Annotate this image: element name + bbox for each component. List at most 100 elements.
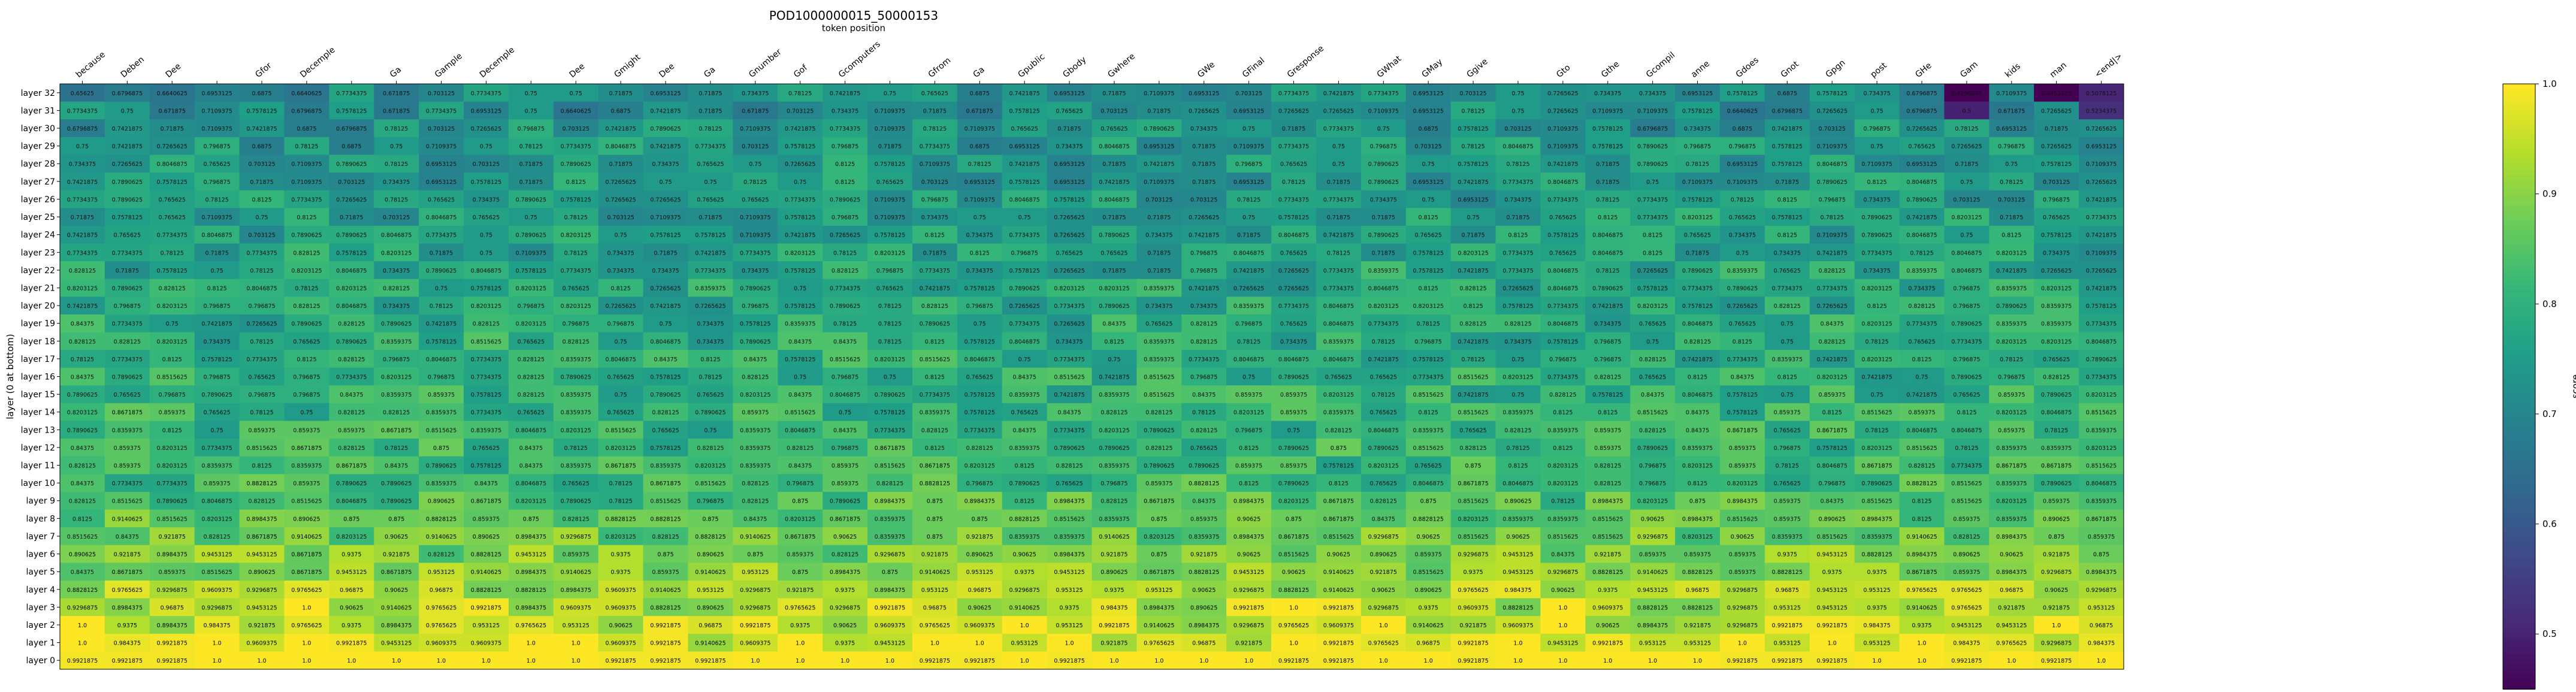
heatmap-cell: [553, 474, 599, 492]
heatmap-cell: [1764, 101, 1810, 120]
cell-value-label: 0.78125: [1372, 392, 1395, 398]
cell-value-label: 0.7578125: [1547, 232, 1578, 239]
cell-value-label: 0.78125: [430, 303, 453, 310]
cell-value-label: 0.6796875: [291, 108, 322, 114]
cell-value-label: 0.7265625: [1547, 90, 1578, 97]
heatmap-cell: [1944, 545, 1990, 563]
cell-value-label: 0.78125: [1865, 339, 1888, 345]
heatmap-cell: [1540, 633, 1586, 652]
y-tick-label: layer 18: [21, 337, 55, 346]
heatmap-cell: [1719, 137, 1765, 155]
heatmap-cell: [598, 314, 644, 333]
heatmap-cell: [284, 225, 329, 244]
cell-value-label: 0.7734375: [112, 356, 143, 363]
cell-value-label: 0.703125: [1504, 126, 1531, 132]
y-tick-label: layer 32: [21, 89, 55, 98]
cell-value-label: 0.7578125: [1817, 90, 1848, 97]
heatmap-cell: [1540, 367, 1586, 386]
cell-value-label: 0.7421875: [785, 126, 815, 132]
heatmap-cell: [598, 243, 644, 262]
cell-value-label: 0.84375: [1057, 410, 1081, 416]
heatmap-cell: [1271, 545, 1317, 563]
heatmap-cell: [598, 119, 644, 138]
heatmap-cell: [1540, 456, 1586, 475]
heatmap-cell: [1405, 137, 1452, 155]
heatmap-cell: [1226, 84, 1272, 102]
cell-value-label: 0.7890625: [650, 392, 681, 398]
cell-value-label: 0.71875: [609, 161, 632, 168]
heatmap-cell: [598, 261, 644, 280]
heatmap-cell: [643, 101, 688, 120]
cell-value-label: 0.734375: [832, 108, 858, 114]
cell-value-label: 0.859375: [1953, 516, 1980, 522]
cell-value-label: 0.828125: [1819, 268, 1846, 274]
heatmap-cell: [1630, 101, 1676, 120]
heatmap-cell: [149, 243, 195, 262]
heatmap-cell: [194, 225, 240, 244]
cell-value-label: 0.9140625: [695, 640, 725, 647]
heatmap-cell: [778, 421, 823, 439]
cell-value-label: 0.71875: [1327, 179, 1350, 186]
cell-value-label: 0.765625: [518, 410, 545, 416]
heatmap-cell: [1585, 563, 1631, 581]
cell-value-label: 0.734375: [1594, 321, 1621, 328]
heatmap-cell: [1719, 545, 1765, 563]
heatmap-cell: [823, 119, 868, 138]
heatmap-cell: [1002, 527, 1048, 546]
heatmap-cell: [1899, 563, 1945, 581]
cell-value-label: 0.7734375: [1817, 285, 1848, 292]
heatmap-cell: [1405, 580, 1452, 599]
cell-value-label: 0.6875: [297, 126, 316, 132]
cell-value-label: 0.7421875: [2086, 232, 2117, 239]
cell-value-label: 0.6953125: [1233, 108, 1264, 114]
heatmap-cell: [1271, 297, 1317, 315]
heatmap-cell: [688, 261, 733, 280]
y-tick-label: layer 2: [26, 621, 55, 630]
heatmap-cell: [1809, 474, 1855, 492]
heatmap-cell: [1809, 297, 1855, 315]
cell-value-label: 0.859375: [1280, 410, 1307, 416]
heatmap-cell: [553, 527, 599, 546]
cell-value-label: 0.75: [1332, 161, 1345, 168]
cell-value-label: 0.7890625: [1054, 445, 1084, 452]
heatmap-cell: [1899, 101, 1945, 120]
heatmap-cell: [149, 173, 195, 191]
heatmap-cell: [1944, 155, 1990, 173]
heatmap-cell: [1764, 456, 1810, 475]
cell-value-label: 0.734375: [1280, 339, 1307, 345]
heatmap-cell: [1989, 491, 2034, 510]
heatmap-cell: [1181, 367, 1227, 386]
heatmap-cell: [329, 350, 374, 368]
cell-value-label: 0.796875: [832, 214, 858, 221]
heatmap-cell: [643, 439, 688, 457]
cell-value-label: 0.7578125: [1413, 250, 1443, 256]
heatmap-cell: [419, 208, 464, 226]
cell-value-label: 0.7109375: [291, 161, 322, 168]
cell-value-label: 0.953125: [966, 569, 993, 576]
cell-value-label: 0.71875: [699, 108, 722, 114]
heatmap-cell: [194, 208, 240, 226]
x-tick-label: Ga: [972, 65, 987, 80]
heatmap-cell: [1271, 563, 1317, 581]
cell-value-label: 1.0: [1873, 658, 1882, 664]
heatmap-cell: [957, 297, 1003, 315]
heatmap-cell: [643, 421, 688, 439]
cell-value-label: 0.71875: [1461, 232, 1484, 239]
cell-value-label: 0.7109375: [1996, 90, 2027, 97]
cell-value-label: 0.9296875: [67, 605, 98, 611]
heatmap-cell: [1092, 545, 1137, 563]
cell-value-label: 0.7109375: [650, 214, 681, 221]
heatmap-cell: [1181, 190, 1227, 208]
cell-value-label: 0.7421875: [1682, 356, 1713, 363]
cell-value-label: 0.9296875: [2041, 569, 2072, 576]
heatmap-cell: [912, 580, 958, 599]
cell-value-label: 0.75: [973, 214, 986, 221]
cell-value-label: 0.7890625: [426, 268, 456, 274]
heatmap-cell: [823, 137, 868, 155]
cell-value-label: 0.8828125: [1861, 552, 1892, 558]
heatmap-cell: [1675, 190, 1721, 208]
cell-value-label: 0.7109375: [740, 126, 770, 132]
heatmap-cell: [508, 527, 554, 546]
cell-value-label: 0.703125: [1953, 197, 1980, 203]
heatmap-cell: [867, 84, 913, 102]
